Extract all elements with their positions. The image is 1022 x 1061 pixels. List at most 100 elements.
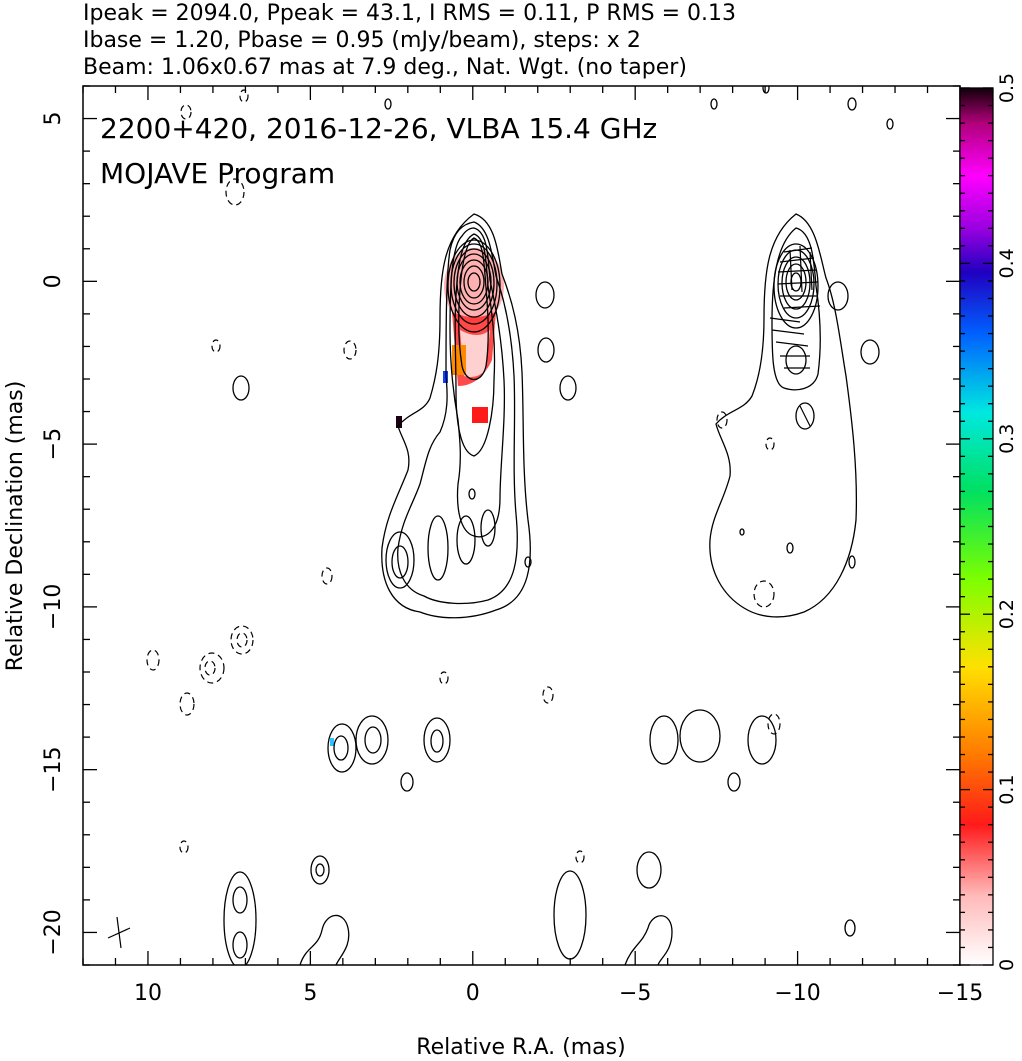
negative-contour — [767, 713, 781, 735]
island — [524, 556, 532, 568]
colorbar-tick-label: 0.5 — [996, 73, 1018, 103]
y-tick-labels: 5 0 −5 −10 −15 −20 — [41, 112, 66, 956]
x-tick-label: −5 — [619, 981, 651, 1006]
right-contour-level-1 — [709, 213, 858, 618]
jet-blob-1 — [385, 531, 415, 589]
island — [400, 772, 414, 792]
y-tick-label: 5 — [41, 112, 66, 126]
negative-contour — [179, 692, 195, 716]
negative-contour — [239, 89, 249, 103]
negative-contour — [179, 840, 189, 854]
island — [468, 488, 476, 500]
axis-ticks — [82, 85, 961, 966]
negative-contour — [204, 660, 216, 676]
beam-marker — [107, 916, 131, 949]
island — [364, 726, 382, 754]
contour-level-11 — [463, 265, 485, 299]
jet-polarization-inner — [460, 330, 490, 378]
negative-contour — [343, 340, 357, 360]
x-tick-label: 10 — [134, 981, 162, 1006]
colorbar-tick-label: 0 — [996, 959, 1018, 971]
contour-level-8 — [453, 248, 495, 318]
island — [423, 717, 451, 763]
island — [739, 528, 745, 536]
island — [327, 723, 357, 773]
negative-contour — [716, 411, 728, 429]
colorbar-tick-label: 0.2 — [996, 599, 1018, 629]
y-axis-label: Relative Declination (mas) — [3, 381, 28, 672]
negative-contour — [230, 625, 254, 655]
jet-blob-3 — [456, 515, 476, 565]
island — [310, 855, 330, 885]
island — [333, 735, 349, 761]
island — [795, 402, 815, 430]
jet-blob-4 — [480, 509, 496, 547]
negative-contour — [180, 104, 192, 120]
colorbar-tick-label: 0.1 — [996, 774, 1018, 804]
island — [537, 337, 555, 363]
island — [886, 118, 894, 130]
island — [847, 97, 857, 111]
contour-level-10 — [459, 259, 489, 305]
island — [762, 86, 770, 94]
island — [315, 863, 325, 877]
island — [535, 281, 555, 309]
x-tick-label: −10 — [774, 981, 820, 1006]
contour-level-6 — [447, 239, 501, 333]
island — [636, 851, 662, 889]
island — [827, 281, 849, 311]
jet-blob-1-inner — [391, 545, 409, 579]
x-tick-label: −15 — [937, 981, 983, 1006]
island — [710, 98, 718, 110]
y-tick-label: 0 — [41, 274, 66, 288]
x-tick-labels: 10 5 0 −5 −10 −15 — [134, 981, 983, 1006]
right-contour-level-6 — [785, 263, 807, 301]
x-tick-label: 0 — [466, 981, 480, 1006]
negative-contour — [225, 178, 245, 206]
colorbar-tick-label: 0.4 — [996, 248, 1018, 278]
island — [430, 729, 444, 753]
right-contour-level-3 — [773, 243, 819, 329]
chart-subtitle: MOJAVE Program — [100, 157, 335, 190]
negative-contour — [575, 850, 585, 864]
island — [848, 555, 856, 569]
jet-blob-2 — [427, 515, 449, 581]
negative-contour — [765, 437, 775, 451]
island — [624, 915, 673, 965]
contour-level-2 — [397, 221, 518, 605]
island — [384, 98, 392, 110]
header-line-2: Ibase = 1.20, Pbase = 0.95 (mJy/beam), s… — [83, 28, 641, 53]
polarization-vectors — [769, 245, 821, 427]
island — [232, 375, 250, 401]
y-tick-label: −20 — [41, 909, 66, 955]
negative-contour — [753, 580, 775, 608]
y-tick-label: −5 — [41, 428, 66, 460]
right-contour-knot — [785, 345, 807, 375]
island — [232, 931, 248, 959]
colorbar-ticks — [960, 87, 993, 966]
island — [553, 870, 587, 960]
right-source-contours — [649, 86, 894, 937]
island — [860, 339, 880, 365]
contour-level-7 — [450, 243, 498, 325]
island — [299, 914, 350, 965]
fractional-polarization-color — [330, 248, 504, 746]
island — [679, 709, 721, 763]
x-axis-label: Relative R.A. (mas) — [416, 1035, 625, 1060]
colorbar-labels: 0 0.1 0.2 0.3 0.4 0.5 — [996, 73, 1018, 971]
colorbar — [960, 88, 993, 965]
island — [747, 715, 777, 765]
island — [223, 871, 257, 965]
negative-contour — [439, 671, 449, 685]
header-line-3: Beam: 1.06x0.67 mas at 7.9 deg., Nat. Wg… — [83, 55, 687, 80]
colorbar-tick-label: 0.3 — [996, 424, 1018, 454]
island — [727, 772, 741, 792]
edge-polarization-black — [396, 416, 402, 428]
plot-frame — [82, 85, 961, 966]
island — [232, 886, 248, 914]
contour-level-1 — [381, 213, 531, 619]
negative-contour — [211, 339, 221, 353]
island — [844, 919, 856, 937]
y-tick-label: −10 — [41, 584, 66, 630]
